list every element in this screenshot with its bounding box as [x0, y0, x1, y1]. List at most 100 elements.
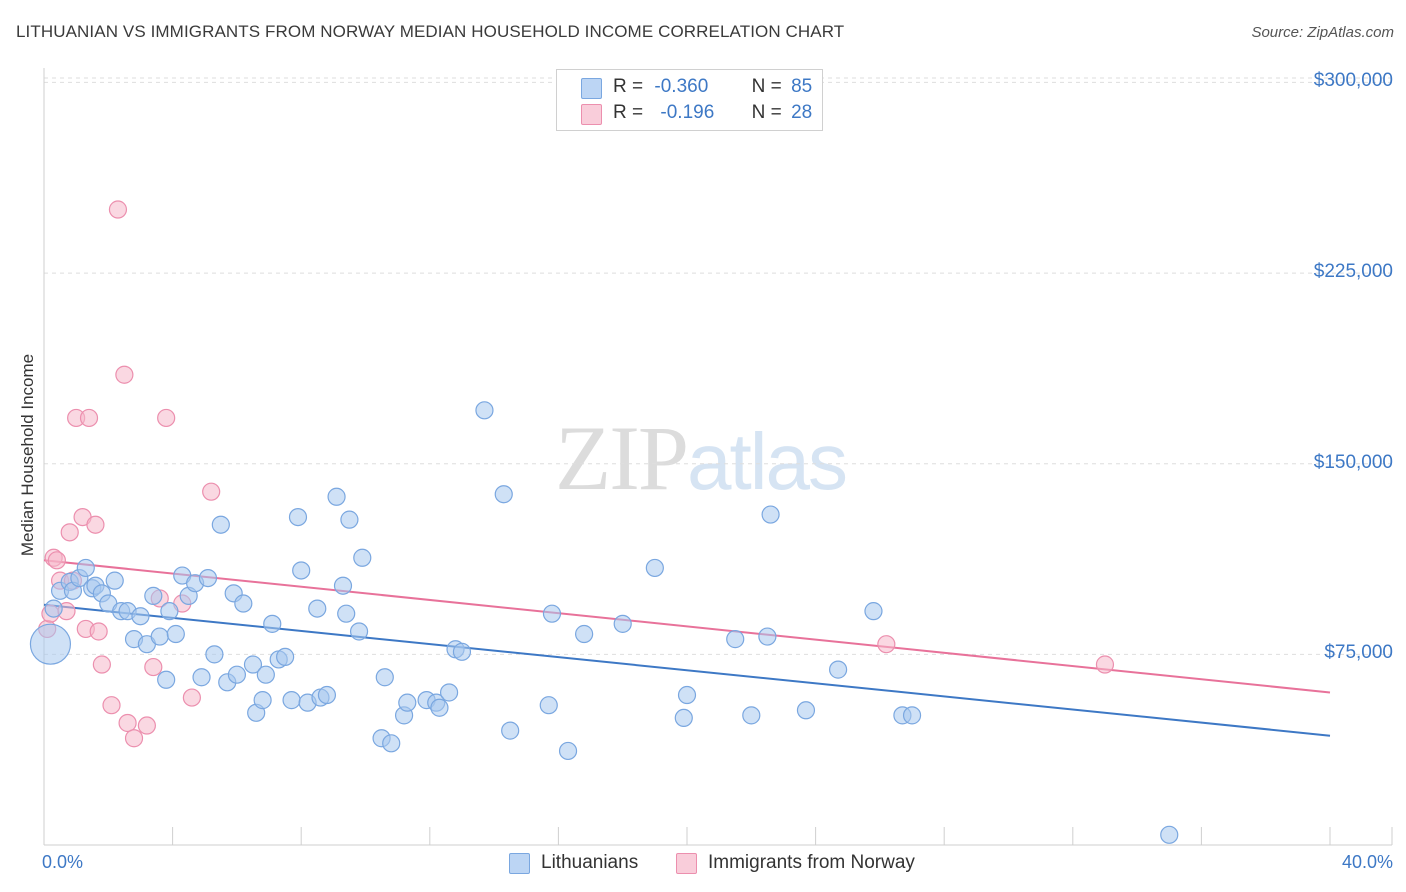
lithuanian-point — [29, 623, 72, 665]
lithuanian-point — [613, 614, 632, 633]
lithuanian-point — [288, 507, 308, 527]
watermark-zip: ZIP — [555, 407, 689, 509]
lithuanian-point — [76, 558, 95, 578]
norway-point — [47, 551, 66, 570]
x-tick-label-min: 0.0% — [42, 852, 84, 872]
lithuanian-point — [439, 683, 459, 702]
lithuanian-point — [198, 568, 218, 588]
trend-line-lithuanians — [43, 603, 1331, 737]
norway-point — [202, 482, 221, 501]
lithuanian-point — [227, 665, 246, 684]
watermark: ZIPatlas — [555, 405, 848, 511]
watermark-atlas: atlas — [687, 417, 848, 506]
y-tick-label: $150,000 — [1313, 451, 1393, 473]
lithuanian-point — [796, 701, 816, 720]
n-value: 28 — [791, 102, 813, 123]
chart-title: LITHUANIAN VS IMMIGRANTS FROM NORWAY MED… — [16, 22, 845, 41]
lithuanian-point — [494, 485, 513, 504]
lithuanian-point — [44, 599, 63, 618]
y-tick-label: $300,000 — [1313, 70, 1393, 92]
lithuanian-point — [501, 721, 520, 740]
lithuanian-point — [157, 670, 176, 689]
y-axis-label: Median Household Income — [18, 353, 37, 557]
lithuanian-point — [327, 487, 346, 506]
lithuanian-point — [253, 691, 272, 710]
norway-point — [89, 622, 108, 641]
lithuanian-point — [349, 622, 369, 641]
lithuanian-point — [475, 401, 494, 420]
lithuanian-point — [575, 624, 594, 644]
lithuanian-point — [353, 548, 372, 567]
gridlines — [44, 77, 1392, 655]
norway-point — [137, 716, 156, 735]
source-credit: Source: ZipAtlas.com — [1251, 24, 1394, 41]
lithuanian-point — [539, 696, 558, 715]
lithuanian-point — [205, 645, 224, 664]
y-tick-label: $225,000 — [1313, 261, 1393, 283]
legend-stats: R = -0.360 N = 85 — [613, 76, 813, 97]
norway-point — [118, 713, 137, 733]
legend-label: Immigrants from Norway — [708, 852, 915, 873]
trend-lines — [43, 559, 1331, 737]
lithuanian-point — [1160, 825, 1179, 844]
legend-stats: R = -0.196 N = 28 — [613, 102, 813, 123]
lithuanian-point — [726, 630, 745, 649]
norway-point — [108, 200, 128, 219]
lithuanian-point — [452, 642, 472, 661]
norway-point — [144, 657, 163, 677]
lithuanian-point — [192, 668, 211, 687]
lithuanian-point — [340, 510, 359, 529]
lithuanian-point — [864, 602, 883, 621]
r-value: -0.360 — [654, 76, 709, 97]
lithuanian-point — [742, 706, 761, 725]
lithuanian-point — [292, 561, 311, 580]
lithuanian-point — [542, 604, 562, 623]
norway-points — [38, 200, 1115, 748]
norway-point — [157, 408, 176, 428]
lithuanian-point — [243, 655, 263, 674]
lithuanian-point — [677, 685, 697, 705]
norway-point — [86, 515, 105, 534]
lithuanian-point — [150, 627, 169, 646]
norway-point — [124, 729, 144, 748]
legend-swatch-blue — [581, 78, 602, 99]
lithuanian-point — [382, 734, 401, 753]
lithuanian-point — [337, 604, 356, 623]
lithuanian-point — [308, 599, 327, 618]
lithuanian-point — [674, 708, 693, 728]
trend-line-norway — [43, 559, 1331, 694]
lithuanian-point — [276, 647, 295, 666]
norway-point — [1095, 655, 1115, 674]
lithuanian-point — [430, 698, 449, 717]
lithuanian-point — [398, 693, 417, 712]
lithuanian-point — [282, 691, 301, 710]
axes — [43, 68, 1393, 846]
norway-point — [92, 655, 111, 674]
x-tick-label-max: 40.0% — [1341, 852, 1393, 872]
lithuanian-point — [758, 627, 777, 646]
norway-point — [115, 365, 134, 384]
lithuanian-point — [160, 602, 179, 621]
norway-point — [60, 523, 79, 542]
norway-point — [877, 635, 896, 654]
legend-label: Lithuanians — [541, 852, 639, 873]
lithuanian-point — [234, 594, 253, 613]
legend-swatch-pink — [676, 853, 697, 874]
norway-point — [102, 696, 121, 715]
lithuanian-point — [645, 558, 664, 578]
stats-legend: R = -0.360 N = 85 R = -0.196 N = 28 — [556, 69, 823, 131]
lithuanian-point — [211, 515, 230, 534]
r-value: -0.196 — [660, 102, 715, 123]
lithuanian-point — [761, 505, 780, 524]
lithuanian-point — [333, 576, 353, 595]
lithuanian-point — [375, 668, 394, 687]
lithuanian-point — [558, 741, 578, 761]
lithuanian-point — [829, 660, 848, 679]
lithuanian-point — [256, 665, 275, 684]
norway-point — [79, 408, 99, 428]
lithuanian-point — [166, 624, 185, 644]
y-tick-label: $75,000 — [1324, 642, 1393, 664]
lithuanian-points — [29, 401, 1179, 844]
norway-point — [182, 688, 201, 707]
